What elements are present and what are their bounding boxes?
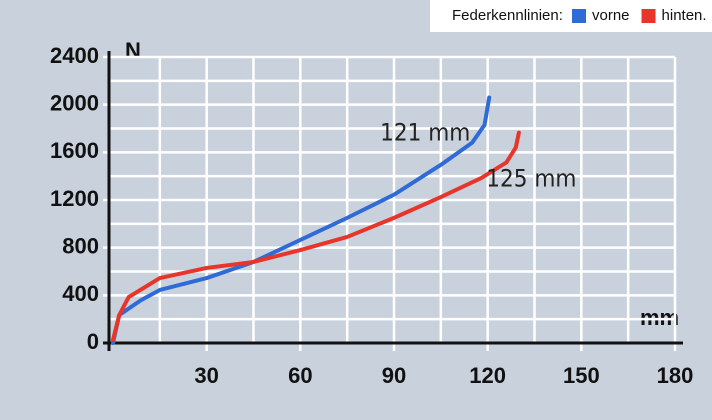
legend-label: vorne [592,7,630,24]
legend-box [430,0,712,32]
line [111,130,521,343]
x-axis-label: mm [640,305,679,330]
y-tick-label: 800 [62,233,99,258]
legend-swatch [641,9,656,23]
y-axis-label: N [125,38,141,63]
x-tick-label: 120 [469,363,506,388]
y-tick-label: 2000 [50,90,99,115]
annotation: 125 mm [486,165,576,193]
annotation: 121 mm [380,118,470,146]
y-tick-label: 400 [62,281,99,306]
y-tick-label: 0 [87,329,99,354]
y-tick-label: 1200 [50,186,99,211]
legend-swatch [572,9,586,23]
y-tick-label: 2400 [50,43,99,68]
x-tick-label: 30 [194,363,218,388]
x-tick-label: 150 [563,363,600,388]
x-tick-label: 90 [382,363,406,388]
legend-label: hinten. [662,7,707,24]
legend-title: Federkennlinien: [452,7,563,24]
x-tick-label: 180 [657,363,694,388]
y-tick-label: 1600 [50,138,99,163]
x-tick-label: 60 [288,363,312,388]
line [111,95,492,345]
